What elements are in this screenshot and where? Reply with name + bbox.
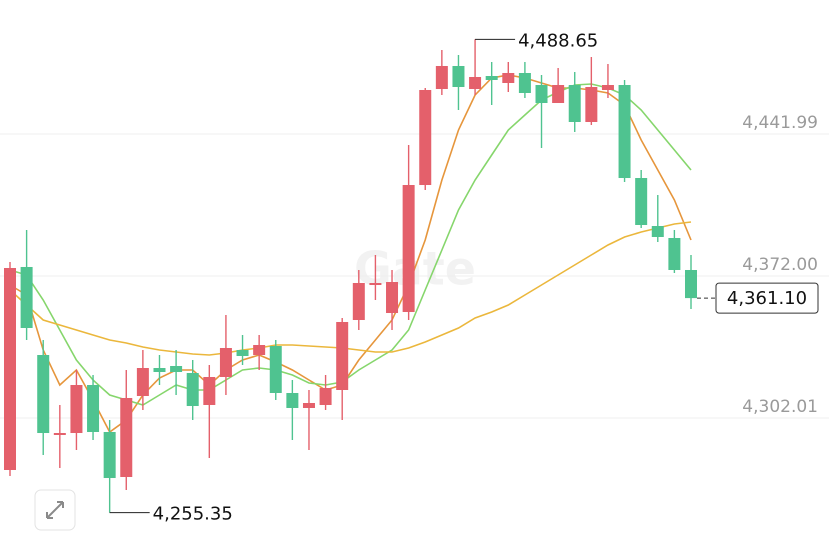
candle-body [253, 344, 266, 356]
candle-body [535, 85, 548, 104]
candle-body [286, 393, 299, 408]
y-tick-label: 4,302.01 [742, 397, 818, 417]
y-tick-label: 4,441.99 [742, 113, 818, 133]
candle-body [502, 72, 515, 83]
candle-body [302, 403, 315, 408]
candle-body [518, 72, 531, 94]
candle-body [203, 376, 216, 405]
candle-body [651, 226, 664, 238]
candle-body [4, 268, 16, 470]
candle-body [485, 75, 498, 80]
candle-body [601, 85, 614, 90]
expand-icon[interactable] [46, 501, 64, 519]
candle-body [186, 372, 199, 407]
candle-body [369, 282, 382, 286]
candle-body [219, 348, 232, 377]
candle-body [269, 345, 282, 394]
y-tick-label: 4,372.00 [742, 255, 818, 275]
candle-body [352, 282, 365, 321]
candle-body [469, 76, 482, 90]
candle-body [386, 282, 399, 314]
candle-body [319, 388, 332, 405]
candle-body [685, 269, 697, 299]
candle-body [136, 368, 149, 397]
candle-body [402, 185, 415, 312]
candle-body [103, 431, 116, 479]
candle-body [37, 355, 50, 434]
candle-body [87, 385, 100, 432]
moving-average-line [9, 74, 692, 434]
candle-body [668, 237, 681, 270]
high-label: 4,488.65 [518, 30, 598, 51]
candle-body [452, 65, 465, 87]
expand-button[interactable] [34, 489, 76, 531]
candle-body [53, 433, 66, 435]
candle-body [435, 65, 448, 90]
moving-average-line [9, 83, 692, 406]
candle-body [585, 86, 598, 122]
moving-average-line [9, 221, 692, 356]
candle-body [70, 385, 83, 434]
candle-body [552, 85, 565, 104]
low-label: 4,255.35 [153, 504, 233, 525]
candle-body [120, 397, 133, 477]
last-price-box [715, 282, 819, 314]
candle-body [618, 85, 631, 179]
candle-body [170, 365, 183, 373]
candle-body [635, 178, 648, 225]
candle-body [153, 368, 166, 373]
candle-body [236, 350, 249, 356]
candle-body [336, 321, 349, 390]
last-price-label: 4,361.10 [727, 288, 807, 309]
candle-body [419, 89, 432, 186]
candle-body [20, 266, 33, 328]
candle-body [568, 85, 581, 122]
